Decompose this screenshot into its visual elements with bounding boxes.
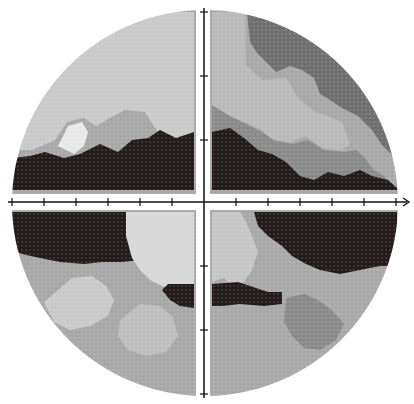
vertical-ticks [200, 11, 208, 395]
right-arrow-icon [402, 197, 411, 207]
horizontal-ticks [11, 198, 397, 206]
